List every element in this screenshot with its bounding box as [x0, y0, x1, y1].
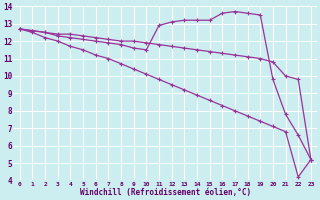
X-axis label: Windchill (Refroidissement éolien,°C): Windchill (Refroidissement éolien,°C): [80, 188, 251, 197]
